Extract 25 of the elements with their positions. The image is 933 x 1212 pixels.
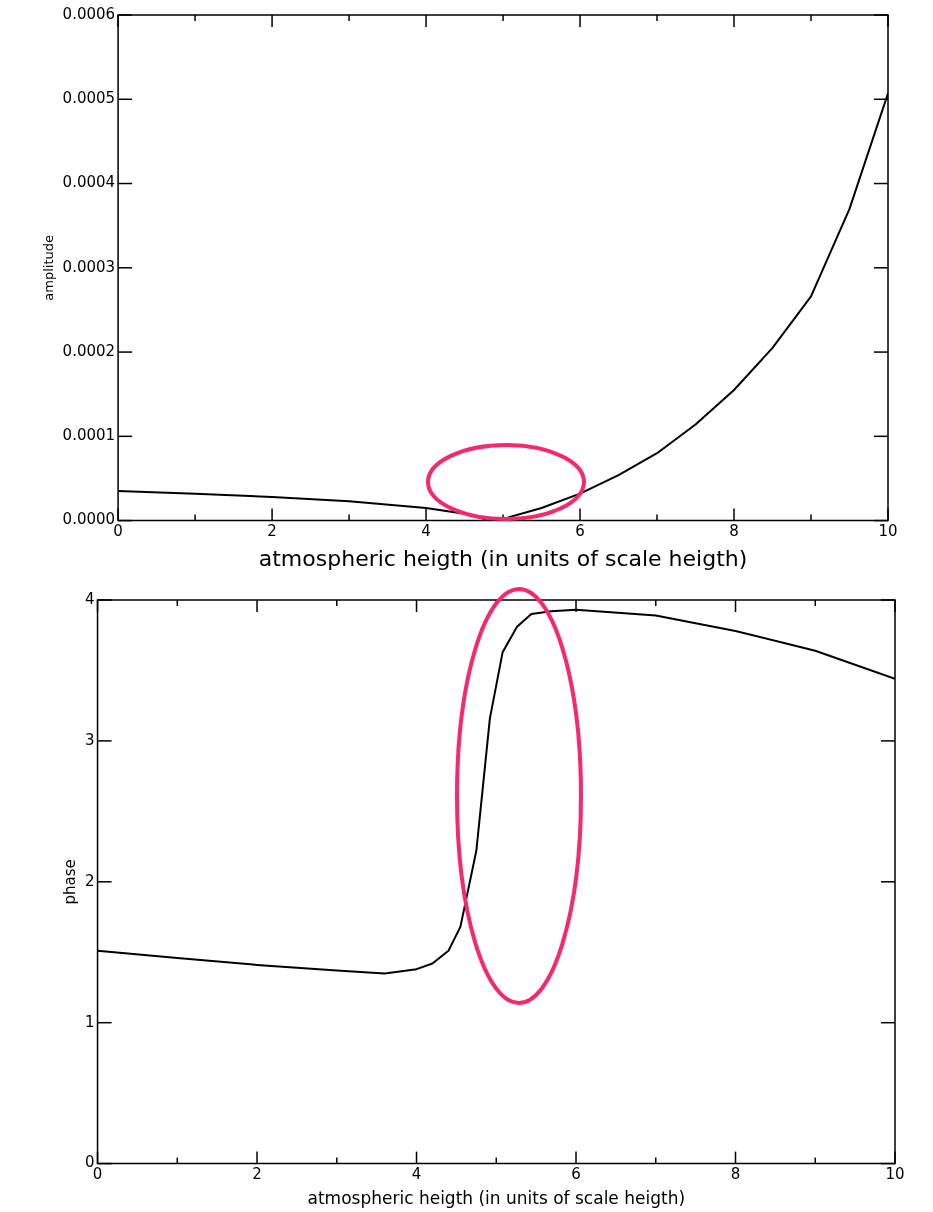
x-tick-label: 8 xyxy=(730,1165,741,1184)
y-tick-label: 0.0005 xyxy=(62,89,116,108)
x-tick-label: 10 xyxy=(878,522,898,541)
x-tick-label: 4 xyxy=(421,522,431,541)
x-tick-label: 10 xyxy=(885,1165,905,1184)
y-tick-label: 0.0004 xyxy=(62,173,116,192)
y-tick-label: 3 xyxy=(85,730,95,749)
x-tick-label: 8 xyxy=(729,522,739,541)
y-tick-label: 0.0006 xyxy=(62,4,116,23)
x-axis-title: atmospheric heigth (in units of scale heigth) xyxy=(307,1188,686,1209)
y-axis-title: phase xyxy=(60,859,79,905)
x-axis-title: atmospheric heigth (in units of scale heigth) xyxy=(258,545,748,571)
y-tick-label: 0.0002 xyxy=(62,341,116,360)
y-axis-title: amplitude xyxy=(41,234,57,301)
x-tick-label: 2 xyxy=(267,522,277,541)
y-tick-label: 0.0001 xyxy=(62,426,116,445)
y-tick-label: 1 xyxy=(85,1012,95,1031)
x-tick-label: 2 xyxy=(252,1165,262,1184)
x-tick-label: 6 xyxy=(575,522,585,541)
x-tick-label: 4 xyxy=(411,1165,422,1184)
y-tick-label: 4 xyxy=(85,589,95,608)
y-tick-label: 0.0003 xyxy=(62,257,116,276)
y-tick-label: 2 xyxy=(85,871,95,890)
y-tick-label: 0 xyxy=(85,1153,95,1172)
x-tick-label: 6 xyxy=(571,1165,581,1184)
